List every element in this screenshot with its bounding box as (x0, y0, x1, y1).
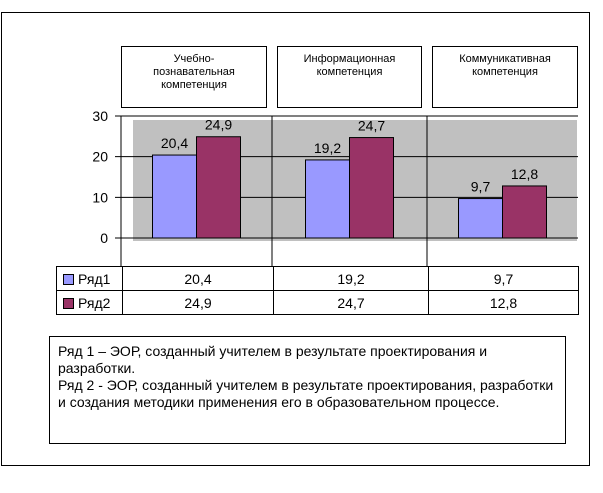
data-table: Ряд1 20,4 19,2 9,7 Ряд2 24,9 24,7 12,8 (56, 266, 579, 315)
category-header-3-line-1: Коммуникативная (459, 53, 551, 65)
category-header-1-line-3: компетенция (161, 79, 227, 91)
series-1-name: Ряд1 (78, 270, 111, 287)
category-header-2-line-1: Информационная (303, 53, 396, 65)
bar (458, 198, 503, 239)
series-1-label-cell: Ряд1 (56, 266, 123, 291)
series-explanation-note: Ряд 1 – ЭОР, созданный учителем в резуль… (49, 336, 566, 444)
note-line-2: Ряд 2 - ЭОР, созданный учителем в резуль… (58, 377, 554, 410)
data-label: 19,2 (314, 140, 341, 156)
series-1-swatch (63, 273, 74, 285)
table-cell: 9,7 (428, 266, 579, 291)
bar (152, 154, 197, 239)
y-tick-label: 10 (92, 189, 108, 205)
table-cell: 19,2 (273, 266, 429, 291)
category-header-1-line-1: Учебно- (173, 53, 215, 65)
category-header-1: Учебно- познавательная компетенция (121, 46, 267, 108)
category-header-2: Информационная компетенция (277, 46, 422, 108)
table-cell: 24,7 (273, 290, 429, 315)
data-label: 24,9 (205, 117, 232, 133)
y-tick-label: 30 (92, 108, 108, 124)
note-line-1: Ряд 1 – ЭОР, созданный учителем в резуль… (58, 343, 488, 376)
table-row-series-1: Ряд1 20,4 19,2 9,7 (56, 266, 579, 291)
data-label: 12,8 (511, 166, 538, 182)
bar (349, 137, 394, 239)
table-cell: 12,8 (428, 290, 579, 315)
bar (502, 185, 547, 239)
series-2-swatch (63, 297, 74, 309)
category-header-3-line-2: компетенция (472, 66, 538, 78)
data-label: 9,7 (471, 179, 491, 195)
table-cell: 20,4 (122, 266, 274, 291)
table-cell: 24,9 (122, 290, 274, 315)
series-2-name: Ряд2 (78, 294, 111, 311)
category-header-2-line-2: компетенция (316, 66, 383, 78)
y-tick-label: 20 (92, 149, 108, 165)
series-2-label-cell: Ряд2 (56, 290, 123, 315)
table-row-series-2: Ряд2 24,9 24,7 12,8 (56, 290, 579, 315)
category-header-3: Коммуникативная компетенция (432, 46, 578, 108)
data-label: 20,4 (161, 135, 188, 151)
bar (305, 159, 350, 239)
category-header-1-line-2: познавательная (153, 66, 235, 78)
data-label: 24,7 (358, 118, 385, 134)
bar (196, 136, 241, 239)
y-tick-label: 0 (100, 230, 108, 246)
